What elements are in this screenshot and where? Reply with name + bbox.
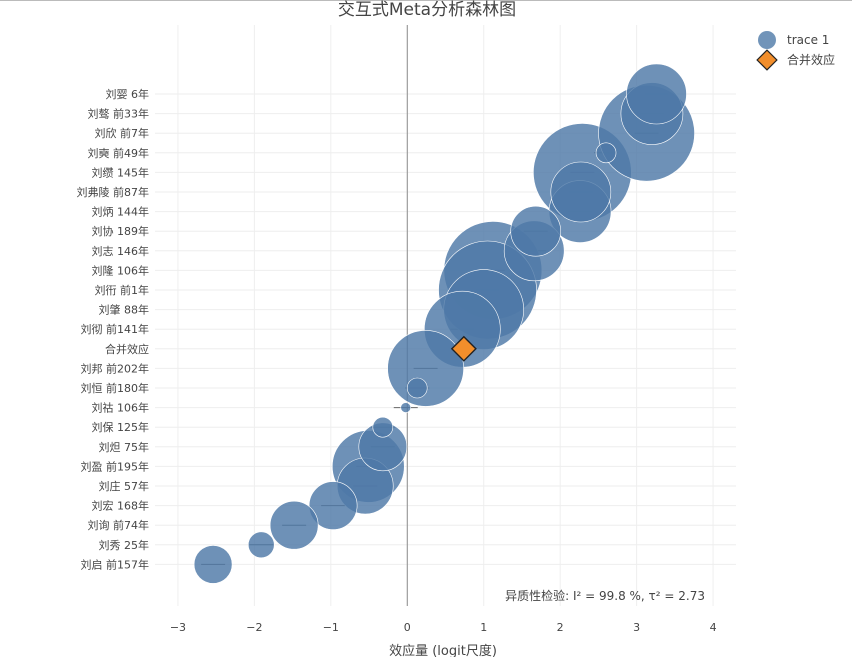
y-tick-label: 刘协 189年 xyxy=(92,224,150,238)
x-tick-labels: −3 −2 −1 0 1 2 3 4 xyxy=(170,621,717,634)
study-point[interactable] xyxy=(387,330,464,407)
y-tick-label: 合并效应 xyxy=(105,342,149,356)
y-tick-label: 刘婴 6年 xyxy=(106,87,150,101)
y-tick-label: 刘炟 75年 xyxy=(99,440,150,454)
x-tick-label: 0 xyxy=(404,621,411,634)
legend[interactable]: trace 1 合并效应 xyxy=(756,31,835,71)
study-point[interactable] xyxy=(595,142,617,164)
x-tick-label: −3 xyxy=(170,621,186,634)
y-tick-label: 刘炳 144年 xyxy=(92,205,150,219)
y-tick-label: 刘启 前157年 xyxy=(81,557,150,571)
legend-circle-marker xyxy=(758,31,776,49)
x-tick-label: −2 xyxy=(246,621,262,634)
study-point[interactable] xyxy=(372,416,394,438)
y-tick-label: 刘志 146年 xyxy=(92,244,150,258)
study-point[interactable] xyxy=(400,402,412,413)
x-tick-label: 3 xyxy=(633,621,640,634)
y-tick-label: 刘隆 106年 xyxy=(92,263,150,277)
study-point[interactable] xyxy=(510,205,562,257)
y-tick-label: 刘奭 前49年 xyxy=(88,146,150,160)
y-tick-label: 刘弗陵 前87年 xyxy=(77,185,150,199)
y-tick-label: 刘询 前74年 xyxy=(88,518,150,532)
study-point[interactable] xyxy=(308,481,358,530)
x-tick-label: 1 xyxy=(480,621,487,634)
x-tick-label: −1 xyxy=(323,621,339,634)
y-tick-label: 刘盈 前195年 xyxy=(81,459,150,473)
y-tick-label: 刘保 125年 xyxy=(92,420,150,434)
x-tick-label: 2 xyxy=(557,621,564,634)
study-point[interactable] xyxy=(550,161,612,223)
y-tick-label: 刘骜 前33年 xyxy=(88,107,150,121)
y-tick-label: 刘彻 前141年 xyxy=(81,322,150,336)
study-point[interactable] xyxy=(269,500,319,550)
y-tick-label: 刘肇 88年 xyxy=(99,303,150,317)
y-tick-label: 刘庄 57年 xyxy=(99,479,150,493)
study-point[interactable] xyxy=(247,531,275,559)
x-axis-title: 效应量 (logit尺度) xyxy=(389,643,497,657)
y-tick-label: 刘恒 前180年 xyxy=(81,381,150,395)
y-tick-label: 刘秀 25年 xyxy=(99,538,150,552)
legend-diamond-marker xyxy=(756,49,778,71)
top-border xyxy=(0,0,852,1)
y-tick-label: 刘邦 前202年 xyxy=(81,361,150,375)
heterogeneity-annotation: 异质性检验: I² = 99.8 %, τ² = 2.73 xyxy=(505,588,705,603)
study-point[interactable] xyxy=(626,63,687,125)
legend-label-pooled[interactable]: 合并效应 xyxy=(787,52,835,67)
legend-label-trace-1[interactable]: trace 1 xyxy=(787,33,829,47)
chart-title: 交互式Meta分析森林图 xyxy=(338,0,516,20)
y-tick-label: 刘宏 168年 xyxy=(92,499,150,513)
x-tick-label: 4 xyxy=(710,621,717,634)
y-tick-label: 刘缵 145年 xyxy=(92,165,150,179)
points-layer xyxy=(193,63,695,584)
y-tick-label: 刘祜 106年 xyxy=(92,401,150,415)
pooled-effect-diamond[interactable] xyxy=(450,335,477,362)
y-tick-label: 刘衎 前1年 xyxy=(95,283,150,297)
y-tick-label: 刘欣 前7年 xyxy=(95,126,150,140)
study-point[interactable] xyxy=(193,545,233,584)
study-point[interactable] xyxy=(406,377,428,399)
